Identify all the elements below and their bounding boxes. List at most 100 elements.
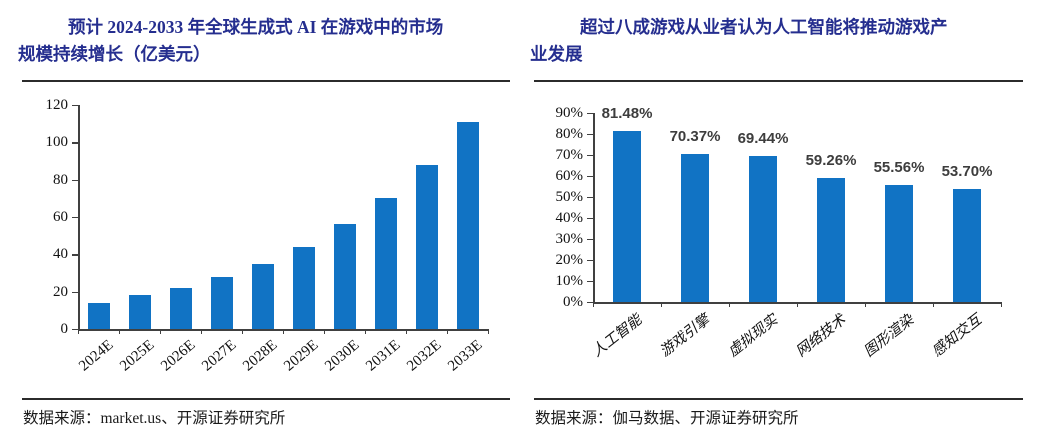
y-tick-label: 50% bbox=[555, 189, 584, 205]
y-tick-label: 60 bbox=[53, 209, 68, 225]
source-divider bbox=[534, 398, 1023, 400]
x-tick bbox=[78, 329, 80, 334]
y-tick-label: 20 bbox=[53, 283, 68, 300]
x-tick bbox=[865, 302, 867, 307]
x-axis-label: 2032E bbox=[404, 337, 445, 375]
bar bbox=[87, 302, 110, 329]
y-tick-label: 10% bbox=[555, 273, 584, 289]
y-tick bbox=[72, 329, 78, 331]
y-tick bbox=[587, 155, 593, 157]
bar-value-label: 59.26% bbox=[805, 151, 857, 169]
bar bbox=[953, 189, 981, 302]
x-axis-label: 网络技术 bbox=[793, 312, 849, 361]
bar bbox=[169, 287, 192, 329]
x-axis-label: 2028E bbox=[240, 337, 281, 375]
chart-title: 预计 2024-2033 年全球生成式 AI 在游戏中的市场 规模持续增长（亿美… bbox=[18, 14, 512, 68]
y-tick-label: 100 bbox=[45, 134, 69, 151]
y-tick bbox=[72, 105, 78, 107]
y-tick-label: 30% bbox=[555, 231, 584, 247]
x-tick bbox=[283, 329, 285, 334]
x-tick bbox=[324, 329, 326, 334]
y-tick-label: 0% bbox=[563, 294, 583, 310]
y-tick bbox=[587, 176, 593, 178]
market-size-bar-chart: 0 20 40 60 80 100 120 2024E 2025E 2026E 2027E 2028E… bbox=[18, 96, 512, 374]
source-note: 数据来源：伽马数据、开源证券研究所 bbox=[535, 410, 799, 427]
x-tick bbox=[406, 329, 408, 334]
y-tick bbox=[587, 134, 593, 136]
x-axis-label: 虚拟现实 bbox=[725, 312, 781, 361]
y-tick bbox=[587, 197, 593, 199]
x-tick bbox=[933, 302, 935, 307]
bar-value-label: 81.48% bbox=[601, 104, 653, 122]
title-divider bbox=[534, 80, 1023, 82]
y-axis-line bbox=[78, 105, 80, 331]
y-tick bbox=[587, 281, 593, 283]
survey-figure: 超过八成游戏从业者认为人工智能将推动游戏产 业发展 0% 10% 20% 30% 40%… bbox=[530, 12, 1025, 437]
bar bbox=[885, 185, 913, 302]
y-tick bbox=[72, 254, 78, 256]
bar bbox=[817, 177, 845, 302]
title-divider bbox=[22, 80, 510, 82]
bar-value-label: 53.70% bbox=[941, 163, 993, 181]
bar bbox=[374, 198, 397, 329]
x-tick bbox=[365, 329, 367, 334]
y-tick-label: 60% bbox=[555, 168, 584, 184]
chart-title-line-2: 业发展 bbox=[530, 44, 583, 64]
y-tick bbox=[72, 179, 78, 181]
x-axis-label: 人工智能 bbox=[589, 312, 645, 361]
y-tick bbox=[587, 260, 593, 262]
chart-title-line-1: 预计 2024-2033 年全球生成式 AI 在游戏中的市场 bbox=[68, 17, 444, 37]
bar bbox=[251, 263, 274, 329]
bar bbox=[456, 121, 479, 329]
y-tick-label: 80 bbox=[53, 171, 68, 188]
x-axis-label: 2027E bbox=[199, 337, 240, 375]
x-axis-label: 2029E bbox=[281, 337, 322, 375]
x-axis-label: 游戏引擎 bbox=[657, 312, 713, 361]
y-tick bbox=[587, 302, 593, 304]
bar bbox=[292, 246, 315, 329]
x-axis-label: 2030E bbox=[322, 337, 363, 375]
bar-value-label: 70.37% bbox=[669, 128, 721, 146]
x-tick bbox=[1001, 302, 1003, 307]
y-tick bbox=[587, 218, 593, 220]
y-tick bbox=[587, 113, 593, 115]
y-tick-label: 120 bbox=[45, 97, 69, 113]
y-axis-line bbox=[593, 113, 595, 304]
y-tick-label: 40% bbox=[555, 210, 584, 226]
x-tick bbox=[797, 302, 799, 307]
x-tick bbox=[488, 329, 490, 334]
y-tick bbox=[72, 217, 78, 219]
x-axis-label: 2024E bbox=[76, 337, 117, 375]
bar bbox=[681, 154, 709, 302]
y-tick-label: 70% bbox=[555, 147, 584, 163]
x-tick bbox=[160, 329, 162, 334]
bar bbox=[128, 295, 151, 329]
bar-value-label: 55.56% bbox=[873, 159, 925, 177]
chart-title-line-2: 规模持续增长（亿美元） bbox=[18, 44, 211, 64]
source-note: 数据来源：market.us、开源证券研究所 bbox=[23, 410, 286, 427]
bar-value-label: 69.44% bbox=[737, 130, 789, 148]
x-axis-label: 图形渲染 bbox=[861, 312, 917, 361]
bar bbox=[749, 156, 777, 302]
market-size-figure: 预计 2024-2033 年全球生成式 AI 在游戏中的市场 规模持续增长（亿美… bbox=[18, 12, 512, 437]
bar bbox=[613, 130, 641, 302]
x-axis-label: 2025E bbox=[117, 337, 158, 375]
y-tick-label: 90% bbox=[555, 105, 584, 121]
x-axis-label: 2026E bbox=[158, 337, 199, 375]
chart-title-line-1: 超过八成游戏从业者认为人工智能将推动游戏产 bbox=[580, 17, 948, 37]
x-axis-label: 2033E bbox=[445, 337, 486, 375]
bar bbox=[210, 276, 233, 329]
y-tick-label: 40 bbox=[53, 246, 68, 263]
practitioner-survey-bar-chart: 0% 10% 20% 30% 40% 50% 60% 70% 80% 90% 81.48% 人工智能 7… bbox=[530, 96, 1025, 360]
x-axis-label: 感知交互 bbox=[929, 312, 985, 361]
x-tick bbox=[201, 329, 203, 334]
y-tick-label: 80% bbox=[555, 126, 584, 142]
y-tick bbox=[72, 291, 78, 293]
x-tick bbox=[593, 302, 595, 307]
x-tick bbox=[729, 302, 731, 307]
x-tick bbox=[661, 302, 663, 307]
x-tick bbox=[119, 329, 121, 334]
y-tick-label: 20% bbox=[555, 252, 584, 268]
chart-title: 超过八成游戏从业者认为人工智能将推动游戏产 业发展 bbox=[530, 14, 1025, 68]
